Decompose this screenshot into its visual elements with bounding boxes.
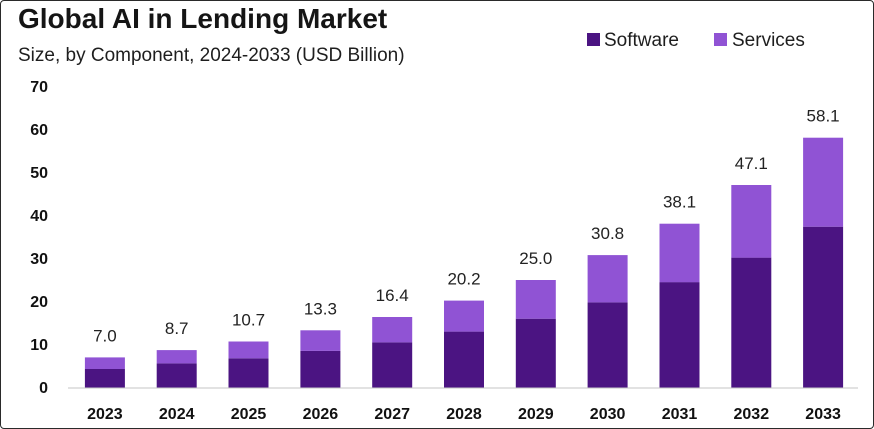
legend-swatch-services bbox=[714, 33, 727, 46]
data-label-2029: 25.0 bbox=[519, 249, 552, 268]
x-tick-label-2026: 2026 bbox=[303, 406, 339, 423]
bar-services-2025 bbox=[228, 341, 269, 359]
x-tick-label-2031: 2031 bbox=[662, 406, 698, 423]
data-label-2024: 8.7 bbox=[165, 319, 189, 338]
bar-software-2023 bbox=[84, 369, 125, 388]
x-tick-label-2029: 2029 bbox=[518, 406, 554, 423]
bar-services-2024 bbox=[156, 350, 197, 364]
data-label-2026: 13.3 bbox=[304, 299, 337, 318]
bar-software-2028 bbox=[444, 331, 484, 388]
y-tick-label-20: 20 bbox=[30, 294, 48, 311]
bar-services-2029 bbox=[515, 280, 556, 319]
data-label-2027: 16.4 bbox=[376, 286, 409, 305]
data-label-2030: 30.8 bbox=[591, 224, 624, 243]
x-axis: 2023 2024 2025 2026 2027 2028 2029 2030 2031 2032… bbox=[87, 406, 841, 423]
x-tick-label-2025: 2025 bbox=[231, 406, 267, 423]
bar-software-2027 bbox=[372, 342, 413, 388]
y-tick-label-50: 50 bbox=[30, 165, 48, 182]
data-label-2031: 38.1 bbox=[663, 193, 696, 212]
bar-services-2028 bbox=[444, 300, 484, 332]
bar-services-2027 bbox=[372, 317, 413, 343]
y-tick-label-40: 40 bbox=[30, 208, 48, 225]
y-tick-label-30: 30 bbox=[30, 251, 48, 268]
bar-software-2025 bbox=[228, 358, 269, 388]
bar-services-2023 bbox=[84, 357, 125, 369]
legend-item-services: Services bbox=[714, 30, 805, 51]
legend-label-software: Software bbox=[604, 30, 679, 51]
bar-services-2032 bbox=[731, 185, 772, 258]
bar-software-2029 bbox=[515, 318, 556, 388]
bar-software-2026 bbox=[300, 350, 341, 388]
y-tick-label-10: 10 bbox=[30, 337, 48, 354]
x-tick-label-2028: 2028 bbox=[446, 406, 482, 423]
data-label-2023: 7.0 bbox=[93, 326, 117, 345]
legend-label-services: Services bbox=[732, 30, 805, 51]
bar-services-2030 bbox=[587, 255, 628, 303]
data-label-2033: 58.1 bbox=[807, 107, 840, 126]
data-label-2032: 47.1 bbox=[735, 154, 768, 173]
y-tick-label-60: 60 bbox=[30, 122, 48, 139]
chart-title: Global AI in Lending Market bbox=[18, 3, 387, 34]
bar-software-2033 bbox=[803, 226, 844, 388]
y-axis: 0 10 20 30 40 50 60 70 bbox=[30, 79, 48, 397]
data-labels: 7.0 8.7 10.7 13.3 16.4 20.2 25.0 30.8 38.1 47.1 58… bbox=[93, 107, 840, 346]
x-tick-label-2027: 2027 bbox=[374, 406, 410, 423]
bar-software-2024 bbox=[156, 363, 197, 388]
legend-item-software: Software bbox=[587, 30, 679, 51]
x-tick-label-2030: 2030 bbox=[590, 406, 626, 423]
data-label-2025: 10.7 bbox=[232, 311, 265, 330]
data-label-2028: 20.2 bbox=[447, 270, 480, 289]
bar-software-2030 bbox=[587, 302, 628, 388]
bars bbox=[84, 137, 844, 388]
bar-software-2031 bbox=[659, 282, 700, 388]
x-tick-label-2023: 2023 bbox=[87, 406, 123, 423]
legend: Software Services bbox=[587, 30, 805, 51]
legend-swatch-software bbox=[587, 33, 600, 46]
x-tick-label-2033: 2033 bbox=[805, 406, 841, 423]
x-tick-label-2024: 2024 bbox=[159, 406, 195, 423]
bar-services-2026 bbox=[300, 330, 341, 351]
bar-services-2033 bbox=[803, 137, 844, 227]
chart-subtitle: Size, by Component, 2024-2033 (USD Billi… bbox=[18, 45, 405, 66]
x-tick-label-2032: 2032 bbox=[734, 406, 770, 423]
y-tick-label-70: 70 bbox=[30, 79, 48, 96]
y-tick-label-0: 0 bbox=[39, 380, 48, 397]
bar-software-2032 bbox=[731, 257, 772, 388]
bar-services-2031 bbox=[659, 223, 700, 283]
